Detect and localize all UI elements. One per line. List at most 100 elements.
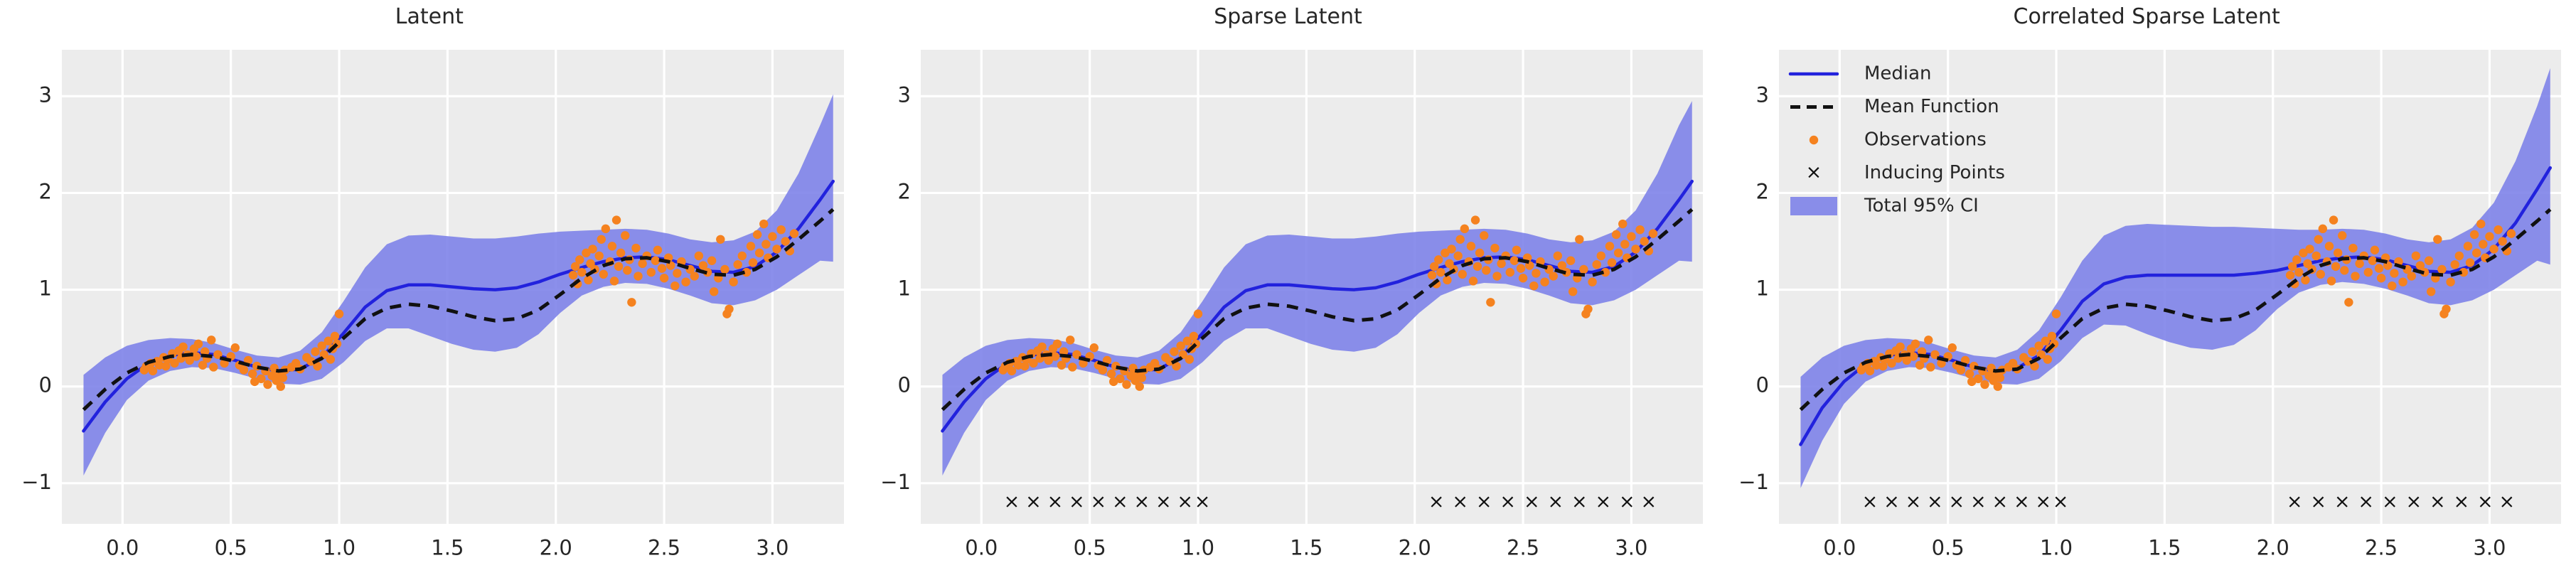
y-axis-ticks: −1 0 1 2 3 — [1739, 82, 1770, 493]
chart-panel-2: Sparse Latent × × × × × × × × × × × × × × × × × × × × −1 0 1 2 3 0… — [859, 0, 1718, 585]
svg-text:×: × — [2287, 491, 2303, 513]
svg-text:0: 0 — [1756, 373, 1769, 397]
legend-item-total-95-ci[interactable]: Total 95% CI — [1790, 195, 1979, 217]
panel-title: Latent — [395, 4, 464, 29]
x-axis-ticks: 0.0 0.5 1.0 1.5 2.0 2.5 3.0 — [1824, 536, 2506, 560]
svg-text:1.5: 1.5 — [431, 536, 464, 560]
legend-label: Mean Function — [1864, 96, 1999, 117]
svg-text:×: × — [1992, 491, 2009, 513]
svg-text:0.0: 0.0 — [106, 536, 139, 560]
svg-text:×: × — [1927, 491, 1943, 513]
svg-text:0.5: 0.5 — [1932, 536, 1965, 560]
svg-text:1.0: 1.0 — [323, 536, 356, 560]
svg-text:×: × — [1906, 491, 1922, 513]
svg-text:1.0: 1.0 — [1182, 536, 1214, 560]
svg-text:3: 3 — [1756, 82, 1769, 107]
ci-band — [1800, 68, 2551, 488]
svg-text:×: × — [1069, 491, 1085, 513]
svg-text:×: × — [1155, 491, 1172, 513]
svg-text:×: × — [1595, 491, 1611, 513]
svg-text:3: 3 — [39, 82, 52, 107]
median-line — [940, 179, 1694, 433]
mean-function-line — [941, 208, 1694, 412]
svg-text:1.5: 1.5 — [2149, 536, 2181, 560]
observations-scatter — [139, 215, 799, 391]
svg-text:3: 3 — [897, 82, 910, 107]
svg-text:−1: −1 — [1739, 470, 1770, 494]
svg-text:2.0: 2.0 — [540, 536, 572, 560]
svg-text:×: × — [2036, 491, 2052, 513]
panel-title: Correlated Sparse Latent — [2013, 4, 2280, 29]
svg-text:0.5: 0.5 — [215, 536, 247, 560]
svg-text:×: × — [2311, 491, 2327, 513]
svg-text:×: × — [2382, 491, 2398, 513]
legend-item-median[interactable]: Median — [1789, 63, 1932, 85]
svg-text:×: × — [2053, 491, 2069, 513]
svg-text:×: × — [1003, 491, 1020, 513]
svg-text:×: × — [1177, 491, 1193, 513]
mean-function-line — [1800, 208, 2552, 412]
svg-text:×: × — [1970, 491, 1987, 513]
svg-text:×: × — [1047, 491, 1063, 513]
svg-text:×: × — [1500, 491, 1516, 513]
x-axis-ticks: 0.0 0.5 1.0 1.5 2.0 2.5 3.0 — [965, 536, 1647, 560]
svg-text:1: 1 — [897, 277, 910, 301]
svg-text:0.5: 0.5 — [1073, 536, 1106, 560]
svg-text:×: × — [2454, 491, 2470, 513]
svg-text:×: × — [2358, 491, 2375, 513]
legend-label: Inducing Points — [1864, 162, 2005, 183]
ci-band — [83, 94, 833, 476]
svg-text:1: 1 — [1756, 277, 1769, 301]
svg-text:×: × — [1547, 491, 1564, 513]
svg-text:×: × — [1112, 491, 1128, 513]
svg-text:1: 1 — [39, 277, 52, 301]
svg-text:×: × — [1949, 491, 1965, 513]
svg-text:2: 2 — [39, 179, 52, 203]
svg-text:−1: −1 — [880, 470, 911, 494]
svg-text:×: × — [1452, 491, 1468, 513]
svg-text:2.0: 2.0 — [1398, 536, 1431, 560]
svg-text:×: × — [1133, 491, 1150, 513]
svg-text:×: × — [1025, 491, 1042, 513]
svg-text:3.0: 3.0 — [1615, 536, 1647, 560]
svg-text:×: × — [1640, 491, 1657, 513]
svg-text:1.0: 1.0 — [2040, 536, 2073, 560]
legend-item-mean-function[interactable]: Mean Function — [1790, 96, 1999, 117]
svg-text:1.5: 1.5 — [1290, 536, 1322, 560]
svg-text:0: 0 — [39, 373, 52, 397]
svg-text:×: × — [1194, 491, 1210, 513]
svg-text:×: × — [2477, 491, 2494, 513]
svg-text:3.0: 3.0 — [2474, 536, 2506, 560]
plot-area: −1 0 1 2 3 0.0 0.5 1.0 1.5 2.0 2.5 3.0 — [21, 50, 844, 560]
svg-text:×: × — [1619, 491, 1635, 513]
svg-text:×: × — [1862, 491, 1878, 513]
svg-text:×: × — [1883, 491, 1900, 513]
svg-text:×: × — [1571, 491, 1588, 513]
legend-label: Observations — [1864, 129, 1987, 150]
svg-text:×: × — [1428, 491, 1445, 513]
svg-text:×: × — [2334, 491, 2351, 513]
svg-text:2: 2 — [897, 179, 910, 203]
median-line — [1799, 166, 2553, 446]
chart-panel-3: Correlated Sparse Latent × × × × × × × × × × × × × × × ×… — [1717, 0, 2576, 585]
legend-label: Median — [1864, 63, 1932, 84]
svg-text:3.0: 3.0 — [756, 536, 789, 560]
svg-text:2.0: 2.0 — [2257, 536, 2289, 560]
chart-panel-1: Latent −1 0 1 2 3 0.0 0.5 1.0 1.5 2.0 2.5 3.0 — [0, 0, 859, 585]
svg-text:0.0: 0.0 — [965, 536, 998, 560]
svg-text:2.5: 2.5 — [1507, 536, 1539, 560]
panel-title: Sparse Latent — [1214, 4, 1362, 29]
legend-label: Total 95% CI — [1864, 195, 1979, 216]
y-axis-ticks: −1 0 1 2 3 — [880, 82, 911, 493]
svg-text:×: × — [2406, 491, 2422, 513]
svg-text:×: × — [1524, 491, 1540, 513]
legend-item-observations[interactable]: Observations — [1810, 129, 1987, 151]
mean-function-line — [82, 208, 835, 412]
inducing-points: × × × × × × × × × × × × × × × × × × × × — [1862, 491, 2515, 513]
svg-text:0: 0 — [897, 373, 910, 397]
legend-item-inducing-points[interactable]: × Inducing Points — [1806, 161, 2005, 183]
y-axis-ticks: −1 0 1 2 3 — [21, 82, 52, 493]
